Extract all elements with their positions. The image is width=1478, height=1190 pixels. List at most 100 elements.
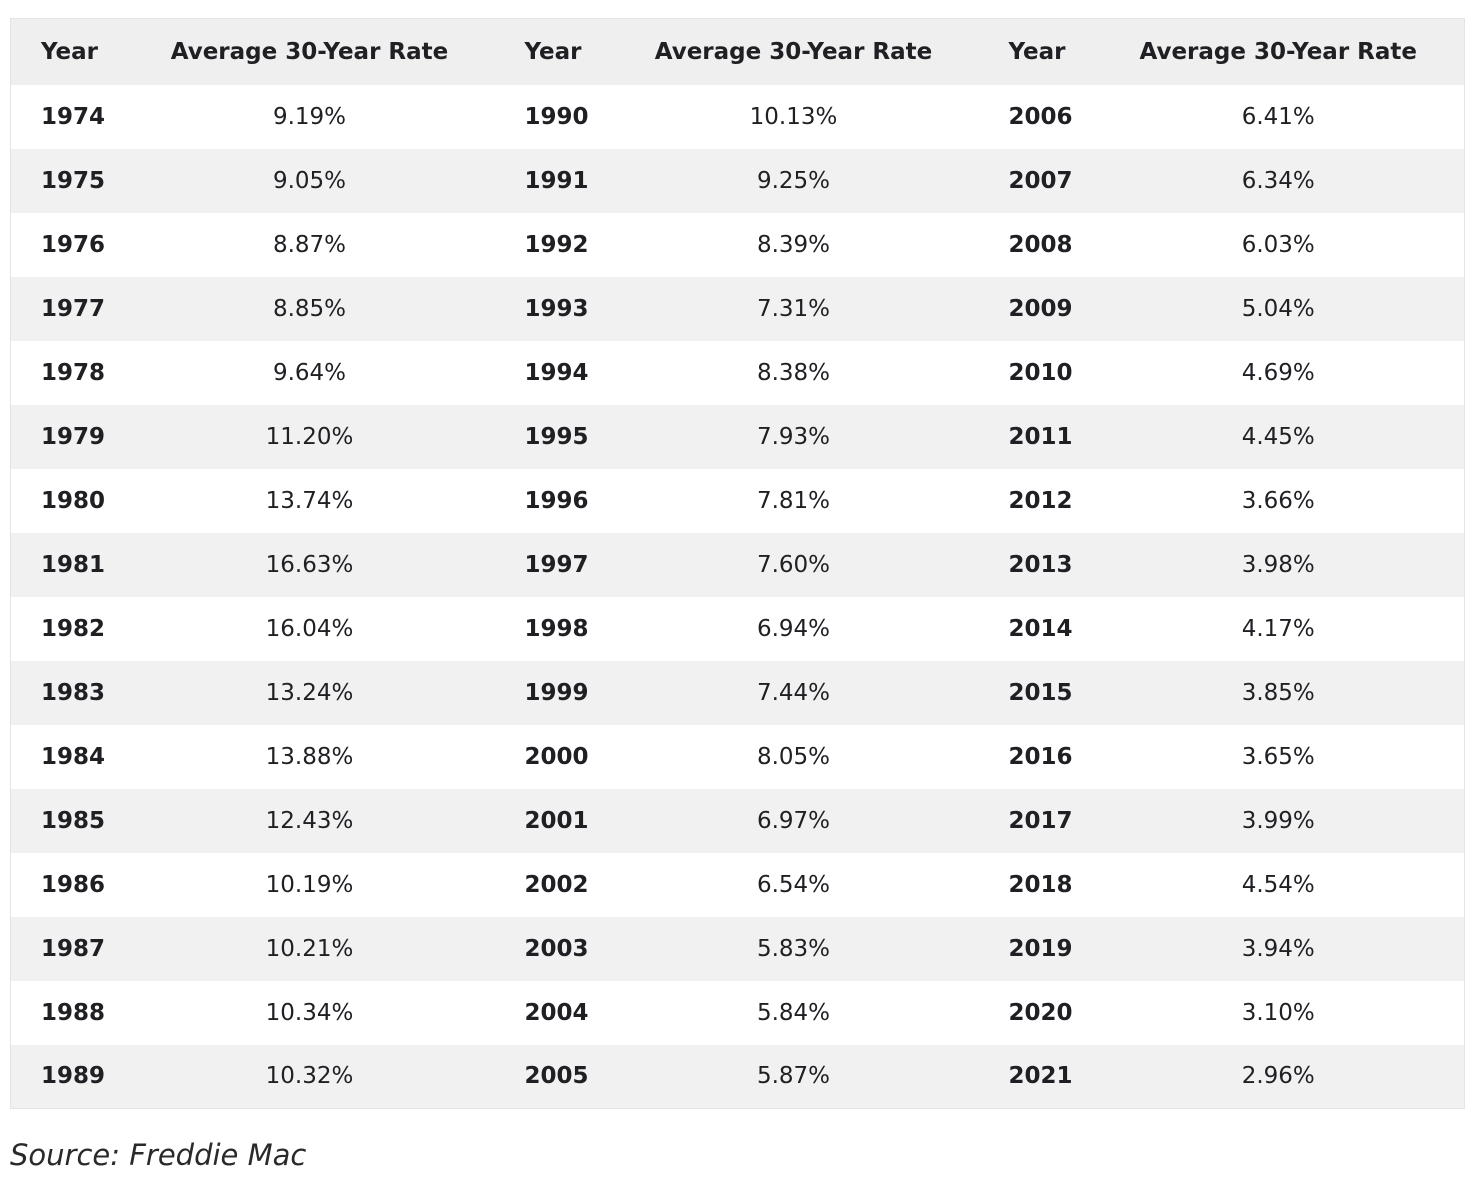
table-row: 1979 11.20% 1995 7.93% 2011 4.45%	[10, 404, 1465, 469]
rate-cell: 7.44%	[608, 660, 979, 725]
table-row: 1980 13.74% 1996 7.81% 2012 3.66%	[10, 468, 1465, 533]
rate-cell: 6.97%	[608, 788, 979, 853]
rate-cell: 10.19%	[124, 852, 495, 917]
year-cell: 2008	[978, 212, 1093, 277]
rate-cell: 7.31%	[608, 276, 979, 341]
table-row: 1985 12.43% 2001 6.97% 2017 3.99%	[10, 788, 1465, 853]
year-cell: 2009	[978, 276, 1093, 341]
year-cell: 1979	[10, 404, 125, 469]
year-cell: 2010	[978, 340, 1093, 405]
rate-cell: 3.10%	[1092, 980, 1465, 1045]
rate-cell: 5.04%	[1092, 276, 1465, 341]
rate-cell: 13.24%	[124, 660, 495, 725]
rate-cell: 7.60%	[608, 532, 979, 597]
rate-cell: 6.94%	[608, 596, 979, 661]
year-cell: 2017	[978, 788, 1093, 853]
rate-cell: 3.94%	[1092, 916, 1465, 981]
year-cell: 2019	[978, 916, 1093, 981]
rate-cell: 8.85%	[124, 276, 495, 341]
table-row: 1989 10.32% 2005 5.87% 2021 2.96%	[10, 1044, 1465, 1109]
rate-cell: 6.41%	[1092, 84, 1465, 149]
table-row: 1987 10.21% 2003 5.83% 2019 3.94%	[10, 916, 1465, 981]
year-cell: 1982	[10, 596, 125, 661]
year-cell: 1988	[10, 980, 125, 1045]
rate-cell: 5.84%	[608, 980, 979, 1045]
year-cell: 1980	[10, 468, 125, 533]
table-row: 1975 9.05% 1991 9.25% 2007 6.34%	[10, 148, 1465, 213]
source-note: Source: Freddie Mac	[10, 1138, 307, 1172]
rate-cell: 6.34%	[1092, 148, 1465, 213]
rate-cell: 9.19%	[124, 84, 495, 149]
rate-cell: 2.96%	[1092, 1044, 1465, 1109]
rates-table: Year Average 30-Year Rate Year Average 30-Y…	[10, 18, 1465, 1109]
header-cell: Year	[494, 18, 609, 85]
rate-cell: 7.81%	[608, 468, 979, 533]
rate-cell: 9.05%	[124, 148, 495, 213]
table-row: 1978 9.64% 1994 8.38% 2010 4.69%	[10, 340, 1465, 405]
header-cell: Average 30-Year Rate	[1092, 18, 1465, 85]
year-cell: 2004	[494, 980, 609, 1045]
table-row: 1988 10.34% 2004 5.84% 2020 3.10%	[10, 980, 1465, 1045]
year-cell: 2015	[978, 660, 1093, 725]
year-cell: 1983	[10, 660, 125, 725]
year-cell: 1993	[494, 276, 609, 341]
rate-cell: 3.98%	[1092, 532, 1465, 597]
rate-cell: 8.87%	[124, 212, 495, 277]
rate-cell: 6.54%	[608, 852, 979, 917]
year-cell: 1974	[10, 84, 125, 149]
year-cell: 2016	[978, 724, 1093, 789]
rate-cell: 5.83%	[608, 916, 979, 981]
table-row: 1977 8.85% 1993 7.31% 2009 5.04%	[10, 276, 1465, 341]
year-cell: 2014	[978, 596, 1093, 661]
year-cell: 1999	[494, 660, 609, 725]
table-row: 1983 13.24% 1999 7.44% 2015 3.85%	[10, 660, 1465, 725]
year-cell: 2018	[978, 852, 1093, 917]
year-cell: 2020	[978, 980, 1093, 1045]
rate-cell: 3.85%	[1092, 660, 1465, 725]
rate-cell: 11.20%	[124, 404, 495, 469]
rate-cell: 7.93%	[608, 404, 979, 469]
table-row: 1976 8.87% 1992 8.39% 2008 6.03%	[10, 212, 1465, 277]
year-cell: 2000	[494, 724, 609, 789]
year-cell: 2003	[494, 916, 609, 981]
rate-cell: 10.21%	[124, 916, 495, 981]
rate-cell: 8.05%	[608, 724, 979, 789]
header-cell: Average 30-Year Rate	[124, 18, 495, 85]
rate-cell: 5.87%	[608, 1044, 979, 1109]
year-cell: 1995	[494, 404, 609, 469]
rate-cell: 6.03%	[1092, 212, 1465, 277]
year-cell: 1976	[10, 212, 125, 277]
year-cell: 1981	[10, 532, 125, 597]
rate-cell: 10.13%	[608, 84, 979, 149]
header-row: Year Average 30-Year Rate Year Average 30-Y…	[10, 18, 1465, 85]
rate-cell: 4.54%	[1092, 852, 1465, 917]
year-cell: 1998	[494, 596, 609, 661]
rate-cell: 13.88%	[124, 724, 495, 789]
year-cell: 2013	[978, 532, 1093, 597]
table-body: 1974 9.19% 1990 10.13% 2006 6.41% 1975 9.05% 199…	[10, 84, 1465, 1109]
year-cell: 2007	[978, 148, 1093, 213]
year-cell: 1994	[494, 340, 609, 405]
year-cell: 1997	[494, 532, 609, 597]
table-row: 1982 16.04% 1998 6.94% 2014 4.17%	[10, 596, 1465, 661]
table-row: 1981 16.63% 1997 7.60% 2013 3.98%	[10, 532, 1465, 597]
year-cell: 1996	[494, 468, 609, 533]
rate-cell: 16.63%	[124, 532, 495, 597]
header-cell: Year	[10, 18, 125, 85]
year-cell: 1984	[10, 724, 125, 789]
rate-cell: 10.34%	[124, 980, 495, 1045]
year-cell: 2005	[494, 1044, 609, 1109]
year-cell: 2012	[978, 468, 1093, 533]
year-cell: 1991	[494, 148, 609, 213]
year-cell: 1977	[10, 276, 125, 341]
year-cell: 1986	[10, 852, 125, 917]
year-cell: 2021	[978, 1044, 1093, 1109]
table-row: 1984 13.88% 2000 8.05% 2016 3.65%	[10, 724, 1465, 789]
rate-cell: 3.65%	[1092, 724, 1465, 789]
rate-cell: 9.25%	[608, 148, 979, 213]
rate-cell: 8.39%	[608, 212, 979, 277]
rate-cell: 10.32%	[124, 1044, 495, 1109]
year-cell: 2002	[494, 852, 609, 917]
rate-cell: 4.69%	[1092, 340, 1465, 405]
